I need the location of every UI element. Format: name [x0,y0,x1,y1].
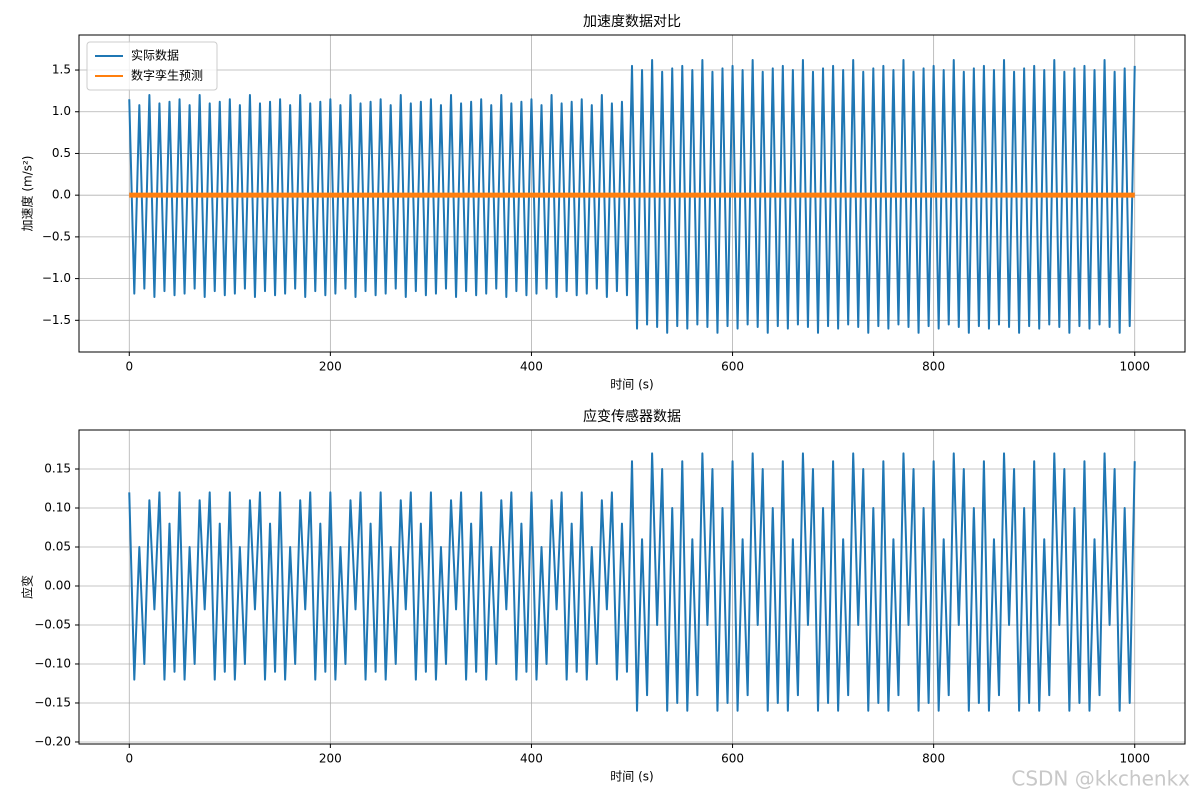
chart-title: 加速度数据对比 [583,14,681,30]
data-line [128,59,1136,334]
x-tick-label: 400 [520,360,543,374]
y-tick-label: −0.10 [34,656,71,670]
y-tick-label: 1.0 [52,104,71,118]
y-tick-label: −1.0 [42,271,71,285]
y-tick-label: 1.5 [52,63,71,77]
watermark: CSDN @kkchenkx [1011,767,1190,791]
x-tick-label: 200 [319,752,342,766]
y-tick-label: −1.5 [42,313,71,327]
x-axis-label: 时间 (s) [610,770,653,784]
y-tick-label: 0.0 [52,188,71,202]
y-tick-label: 0.00 [44,578,71,592]
y-axis-label: 加速度 (m/s²) [20,156,35,232]
x-tick-label: 800 [922,752,945,766]
axes-frame [78,429,1186,745]
x-tick-label: 200 [319,360,342,374]
x-tick-label: 800 [922,360,945,374]
axes-frame [78,34,1186,353]
y-tick-label: −0.20 [34,734,71,748]
x-tick-label: 600 [721,360,744,374]
y-tick-label: 0.10 [44,500,71,514]
x-tick-label: 600 [721,752,744,766]
y-tick-label: −0.15 [34,695,71,709]
x-tick-label: 0 [125,752,133,766]
legend-box [86,41,218,91]
legend-label: 数字孪生预测 [131,68,203,83]
y-axis-label: 应变 [20,575,35,599]
x-axis-label: 时间 (s) [610,378,653,392]
plot-area [128,59,1136,334]
x-tick-label: 400 [520,752,543,766]
x-tick-label: 1000 [1119,360,1150,374]
y-tick-label: 0.05 [44,539,71,553]
data-line [128,452,1136,712]
legend-label: 实际数据 [131,48,179,63]
y-tick-label: −0.05 [34,617,71,631]
plot-area [128,452,1136,712]
x-tick-label: 1000 [1119,752,1150,766]
y-tick-label: 0.5 [52,146,71,160]
y-tick-label: 0.15 [44,461,71,475]
x-tick-label: 0 [125,360,133,374]
chart-title: 应变传感器数据 [583,408,681,425]
y-tick-label: −0.5 [42,229,71,243]
